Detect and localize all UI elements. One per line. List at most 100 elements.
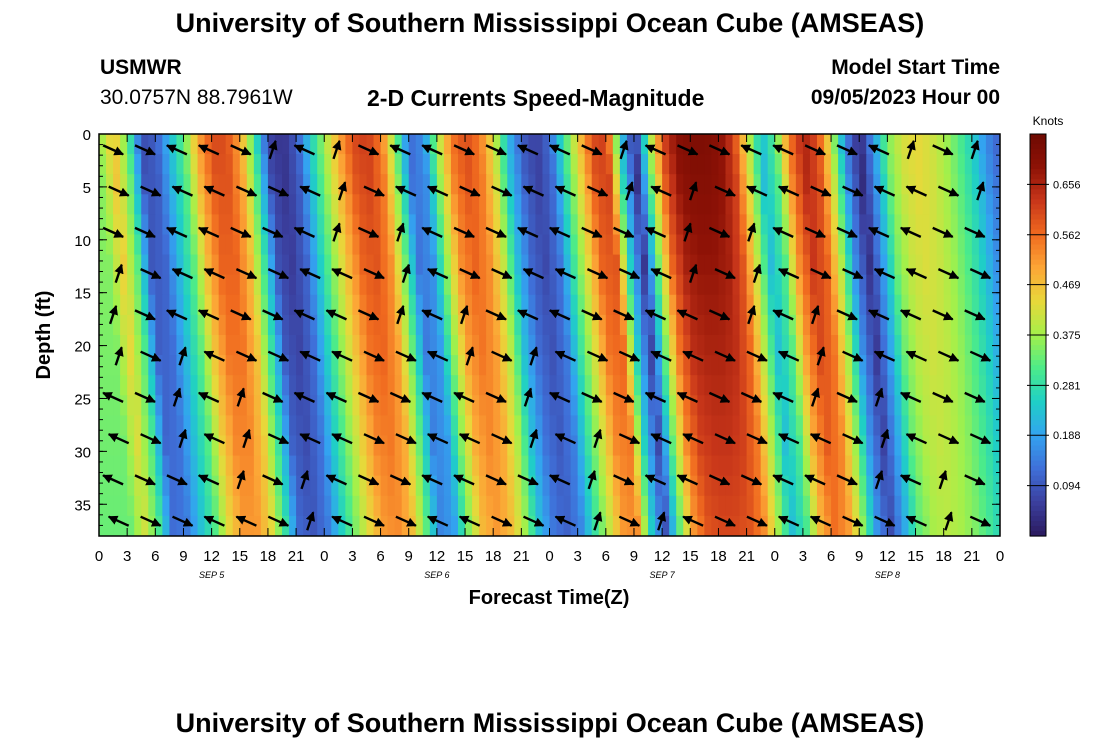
heatmap-cell [317, 214, 325, 236]
heatmap-cell [141, 395, 149, 416]
heatmap-cell [767, 395, 776, 416]
heatmap-cell [457, 495, 466, 517]
heatmap-cell [859, 174, 867, 195]
heatmap-cell [507, 134, 515, 155]
heatmap-cell [436, 355, 445, 376]
heatmap-cell [662, 254, 670, 276]
heatmap-cell [802, 435, 811, 457]
heatmap-cell [577, 415, 586, 437]
heatmap-cell [894, 515, 903, 536]
heatmap-cell [500, 134, 508, 155]
heatmap-cell [971, 375, 980, 396]
heatmap-cell [718, 314, 727, 336]
heatmap-cell [901, 214, 910, 236]
heatmap-cell [570, 174, 579, 195]
heatmap-cell [246, 214, 255, 236]
heatmap-cell [246, 335, 255, 356]
heatmap-cell [260, 174, 269, 195]
heatmap-cell [331, 355, 339, 376]
heatmap-cell [359, 174, 368, 195]
x-tick-label: 3 [573, 548, 581, 565]
heatmap-cell [429, 134, 438, 155]
heatmap-cell [824, 154, 832, 175]
heatmap-cell [725, 274, 734, 296]
heatmap-cell [831, 375, 839, 396]
x-tick-label: 6 [376, 548, 384, 565]
heatmap-cell [253, 435, 262, 457]
heatmap-cell [549, 395, 558, 416]
colorbar-segment [1030, 304, 1046, 311]
x-tick-label: 18 [260, 548, 277, 565]
colorbar-segment [1030, 179, 1046, 185]
heatmap-cell [908, 335, 917, 356]
heatmap-cell [683, 355, 691, 376]
heatmap-cell [739, 294, 748, 316]
heatmap-cell [443, 314, 452, 336]
current-vector-arrow [586, 350, 609, 362]
heatmap-cell [767, 515, 776, 536]
heatmap-cell [232, 395, 241, 416]
current-vector-arrow [426, 185, 449, 197]
heatmap-cell [943, 314, 952, 336]
plot-area [99, 134, 1000, 536]
heatmap-cell [774, 214, 783, 236]
colorbar-segment [1030, 209, 1046, 216]
heatmap-cell [443, 475, 452, 497]
heatmap-cell [106, 375, 114, 396]
heatmap-cell [985, 314, 994, 336]
heatmap-cell [809, 134, 818, 155]
heatmap-cell [289, 314, 297, 336]
heatmap-cell [486, 134, 494, 155]
heatmap-cell [901, 134, 910, 155]
heatmap-cell [894, 234, 903, 256]
heatmap-cell [908, 515, 917, 536]
heatmap-cell [500, 435, 508, 457]
current-vector-arrow [108, 304, 118, 325]
heatmap-cell [99, 495, 107, 517]
heatmap-cell [507, 495, 515, 517]
heatmap-cell [457, 475, 466, 497]
heatmap-cell [936, 435, 945, 457]
heatmap-cell [725, 335, 734, 356]
heatmap-cell [162, 154, 170, 175]
heatmap-cell [535, 134, 544, 155]
current-vector-arrow [517, 144, 539, 156]
heatmap-cell [873, 154, 881, 175]
heatmap-cell [303, 475, 311, 497]
current-vector-arrow [581, 391, 603, 403]
heatmap-cell [809, 234, 818, 256]
heatmap-cell [387, 134, 396, 155]
heatmap-cell [880, 234, 888, 256]
heatmap-cell [711, 515, 720, 536]
heatmap-cell [781, 194, 790, 215]
heatmap-cell [880, 475, 888, 497]
heatmap-cell [570, 274, 579, 296]
heatmap-cell [978, 515, 987, 536]
heatmap-cell [190, 214, 199, 236]
heatmap-cell [887, 194, 896, 215]
heatmap-cell [641, 515, 649, 536]
heatmap-cell [528, 475, 537, 497]
heatmap-cell [324, 174, 332, 195]
heatmap-cell [408, 415, 417, 437]
heatmap-cell [345, 435, 354, 457]
heatmap-cell [873, 314, 881, 336]
heatmap-cell [612, 415, 621, 437]
heatmap-cell [669, 375, 677, 396]
heatmap-cell [232, 294, 241, 316]
heatmap-cell [767, 254, 776, 276]
heatmap-cell [450, 214, 459, 236]
heatmap-cell [422, 134, 431, 155]
heatmap-cell [781, 355, 790, 376]
heatmap-cell [408, 294, 417, 316]
heatmap-cell [169, 274, 178, 296]
heatmap-cell [831, 214, 839, 236]
heatmap-cell [99, 455, 107, 477]
heatmap-cell [873, 455, 881, 477]
current-vector-arrow [554, 268, 576, 280]
heatmap-cell [415, 294, 424, 316]
heatmap-cell [535, 154, 544, 175]
heatmap-cell [753, 314, 762, 336]
current-vector-arrow [299, 350, 321, 362]
heatmap-cell [788, 335, 797, 356]
